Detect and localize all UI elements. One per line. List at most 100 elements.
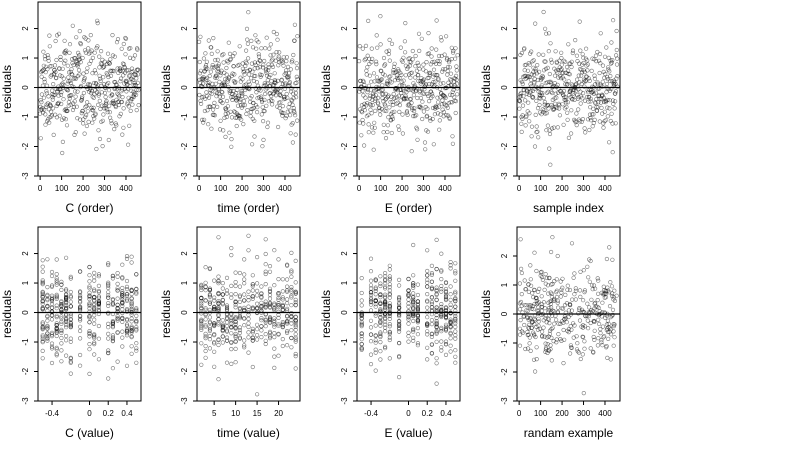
- point: [244, 61, 249, 66]
- y-tick-label: 0: [340, 310, 349, 315]
- point: [253, 33, 258, 38]
- point: [203, 323, 208, 328]
- point: [276, 297, 281, 302]
- point: [68, 313, 73, 318]
- point: [567, 351, 573, 356]
- point: [378, 274, 383, 279]
- point: [277, 105, 282, 111]
- point: [65, 88, 71, 93]
- point: [280, 297, 285, 302]
- point: [87, 320, 92, 325]
- point: [290, 121, 295, 126]
- point: [595, 80, 600, 85]
- point: [425, 329, 430, 334]
- point: [220, 292, 225, 297]
- point: [272, 331, 277, 336]
- point: [45, 335, 50, 340]
- point: [110, 32, 115, 38]
- point: [289, 268, 294, 273]
- point: [209, 91, 214, 97]
- point: [263, 46, 268, 51]
- point: [115, 288, 120, 293]
- point: [600, 111, 605, 116]
- point: [359, 276, 364, 281]
- point: [535, 129, 540, 134]
- point: [528, 348, 533, 354]
- point: [255, 281, 260, 286]
- point: [92, 317, 97, 322]
- point: [255, 65, 260, 71]
- point: [237, 62, 242, 68]
- point: [421, 62, 426, 67]
- point: [61, 97, 66, 102]
- point: [529, 320, 535, 325]
- point: [242, 72, 247, 77]
- point: [535, 308, 540, 313]
- point: [60, 66, 65, 71]
- point: [136, 87, 141, 93]
- point: [383, 103, 388, 108]
- point: [202, 68, 207, 74]
- point: [203, 317, 208, 322]
- point: [554, 60, 560, 66]
- point: [39, 92, 45, 97]
- point: [54, 272, 59, 277]
- point: [229, 347, 234, 352]
- point: [110, 276, 115, 281]
- point: [240, 93, 245, 98]
- point: [89, 48, 94, 53]
- point: [293, 319, 298, 324]
- point: [569, 59, 574, 64]
- point: [49, 313, 55, 318]
- point: [54, 282, 59, 287]
- point: [207, 346, 212, 351]
- point: [49, 334, 55, 339]
- point: [608, 280, 613, 285]
- point: [553, 49, 558, 54]
- point: [397, 305, 402, 310]
- point: [217, 79, 222, 84]
- point: [610, 121, 615, 126]
- point: [559, 306, 564, 311]
- point: [220, 281, 225, 286]
- point: [387, 356, 392, 361]
- point: [596, 58, 602, 63]
- point: [357, 120, 362, 125]
- point: [373, 298, 378, 304]
- point: [259, 316, 264, 321]
- points: [37, 18, 141, 156]
- point: [450, 89, 455, 94]
- point: [203, 324, 208, 329]
- point: [237, 284, 242, 289]
- point: [608, 332, 614, 337]
- point: [374, 61, 379, 67]
- point: [438, 35, 444, 40]
- point: [612, 288, 617, 293]
- point: [233, 283, 238, 289]
- point: [536, 52, 541, 57]
- point: [437, 118, 442, 123]
- point: [614, 62, 620, 67]
- point: [368, 300, 374, 305]
- point: [120, 275, 125, 280]
- point: [279, 110, 285, 116]
- point: [547, 131, 553, 137]
- point: [584, 63, 589, 68]
- x-axis-label: E (value): [384, 426, 432, 440]
- point: [220, 286, 225, 291]
- point: [580, 298, 586, 303]
- point: [387, 37, 392, 43]
- point: [130, 102, 135, 107]
- point: [597, 96, 602, 101]
- point: [368, 269, 374, 274]
- point: [403, 21, 408, 26]
- point: [203, 334, 208, 339]
- point: [615, 56, 620, 61]
- point: [246, 79, 251, 84]
- point: [87, 264, 92, 270]
- point: [386, 93, 391, 98]
- point: [398, 70, 403, 75]
- point: [453, 56, 458, 61]
- point: [59, 307, 64, 313]
